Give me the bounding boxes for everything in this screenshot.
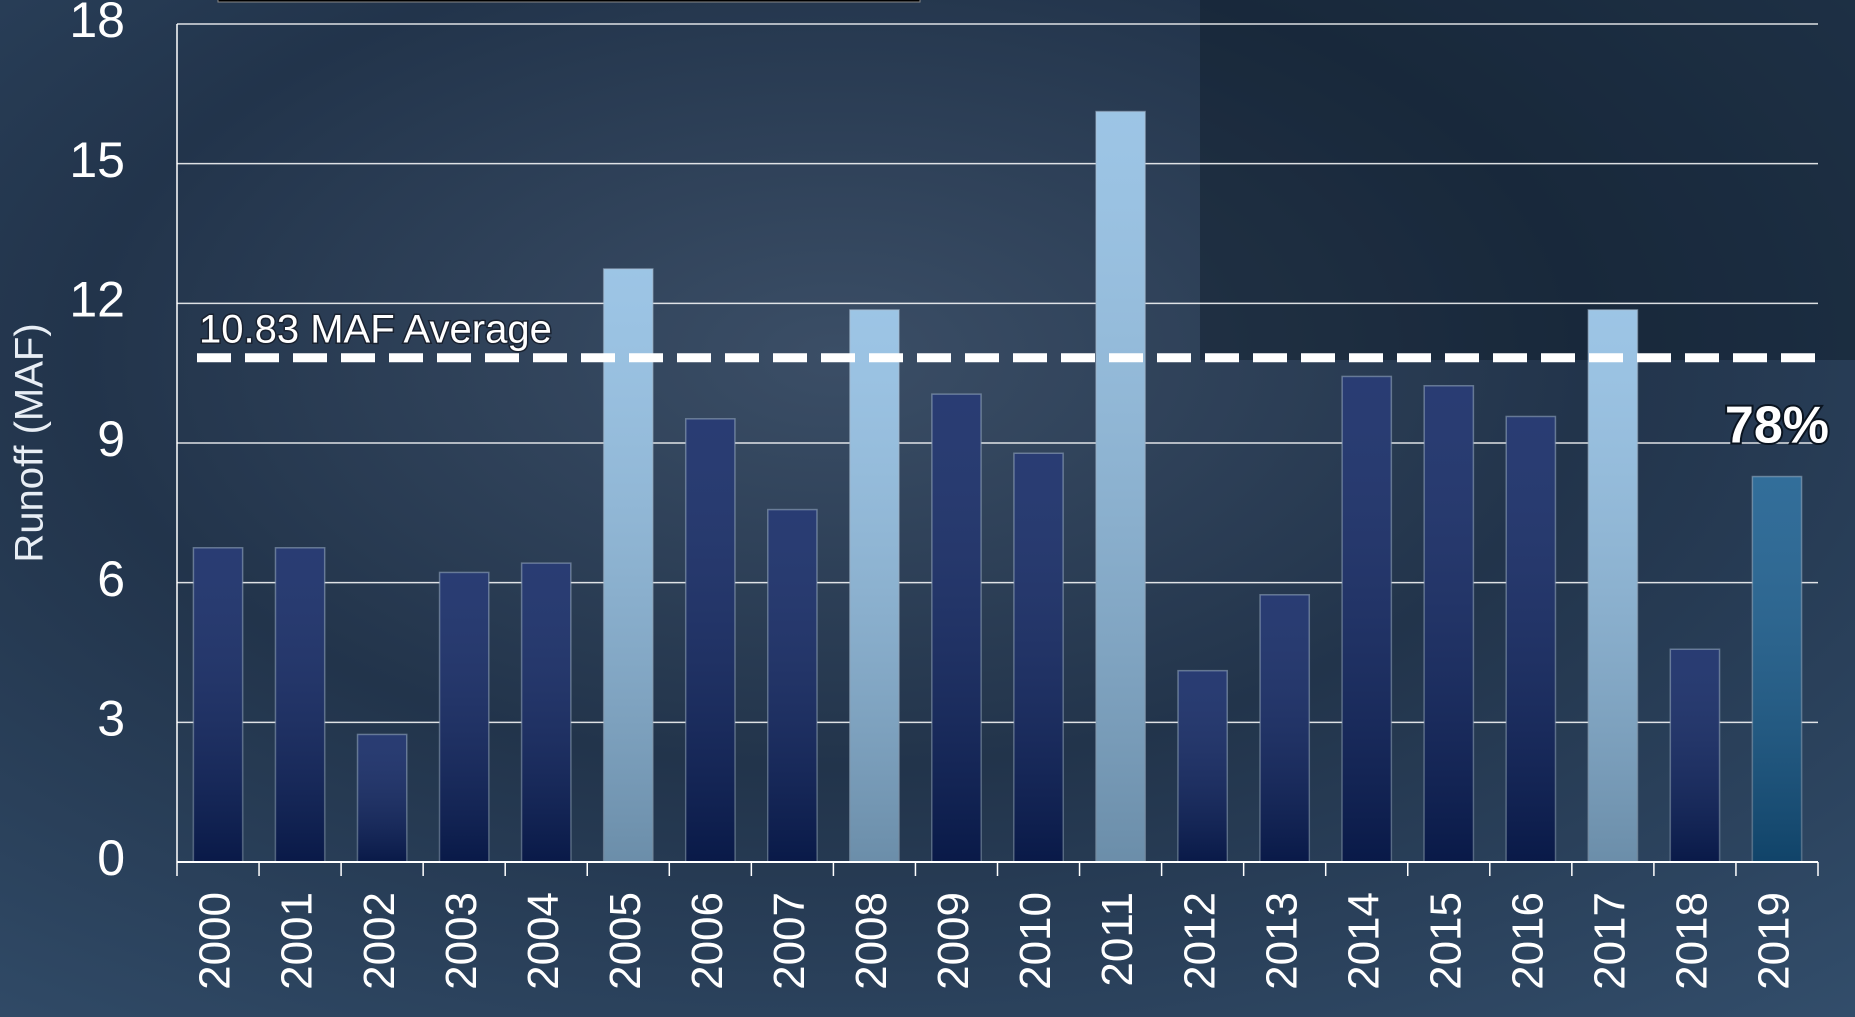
bar-shine bbox=[1260, 594, 1310, 862]
x-tick-label: 2004 bbox=[519, 892, 568, 990]
bar-shine bbox=[1013, 453, 1064, 862]
bar-annotation: 78% bbox=[1725, 396, 1829, 454]
bar-shine bbox=[1178, 670, 1228, 862]
bar-shine bbox=[603, 268, 653, 863]
bar-shine bbox=[1670, 649, 1720, 862]
title-box-edge bbox=[217, 0, 921, 3]
x-tick-label: 2008 bbox=[847, 892, 896, 990]
y-tick-label: 15 bbox=[69, 132, 125, 188]
average-label: 10.83 MAF Average bbox=[199, 307, 552, 351]
x-tick-label: 2006 bbox=[683, 892, 732, 990]
bar-shine bbox=[1506, 416, 1556, 862]
x-tick-label: 2018 bbox=[1668, 892, 1717, 990]
bar-shine bbox=[767, 509, 817, 862]
bar-shine bbox=[931, 394, 982, 862]
bar-shine bbox=[439, 572, 489, 862]
y-tick-label: 18 bbox=[69, 0, 125, 48]
x-tick-label: 2012 bbox=[1175, 892, 1224, 990]
x-tick-label: 2015 bbox=[1421, 892, 1470, 990]
x-tick-label: 2001 bbox=[273, 892, 322, 990]
x-tick-label: 2005 bbox=[601, 892, 650, 990]
x-tick-label: 2019 bbox=[1750, 892, 1799, 990]
y-tick-label: 0 bbox=[97, 830, 125, 886]
x-tick-label: 2013 bbox=[1257, 892, 1306, 990]
bar-shine bbox=[1342, 376, 1392, 862]
bar-shine bbox=[357, 734, 407, 862]
x-tick-label: 2009 bbox=[929, 892, 978, 990]
bar-shine bbox=[1424, 385, 1474, 862]
bar-shine bbox=[1752, 476, 1802, 862]
y-tick-label: 9 bbox=[97, 411, 125, 467]
x-tick-label: 2010 bbox=[1011, 892, 1060, 990]
y-tick-label: 12 bbox=[69, 272, 125, 328]
bar-shine bbox=[1588, 309, 1638, 863]
x-tick-label: 2016 bbox=[1503, 892, 1552, 990]
bar-shine bbox=[521, 563, 571, 862]
bar-shine bbox=[1095, 111, 1146, 863]
x-tick-label: 2011 bbox=[1093, 892, 1142, 987]
x-tick-label: 2003 bbox=[437, 892, 486, 990]
bar-shine bbox=[193, 547, 243, 862]
x-tick-label: 2002 bbox=[355, 892, 404, 990]
x-tick-label: 2000 bbox=[191, 892, 240, 990]
bar-shine bbox=[275, 547, 325, 862]
bar-shine bbox=[849, 309, 900, 863]
y-axis-label: Runoff (MAF) bbox=[8, 323, 52, 562]
y-tick-label: 6 bbox=[97, 551, 125, 607]
y-tick-label: 3 bbox=[97, 691, 125, 747]
x-tick-label: 2014 bbox=[1339, 892, 1388, 990]
x-tick-label: 2007 bbox=[765, 892, 814, 990]
background-shade bbox=[1200, 0, 1855, 360]
bar-shine bbox=[685, 418, 735, 862]
x-tick-label: 2017 bbox=[1586, 892, 1635, 990]
